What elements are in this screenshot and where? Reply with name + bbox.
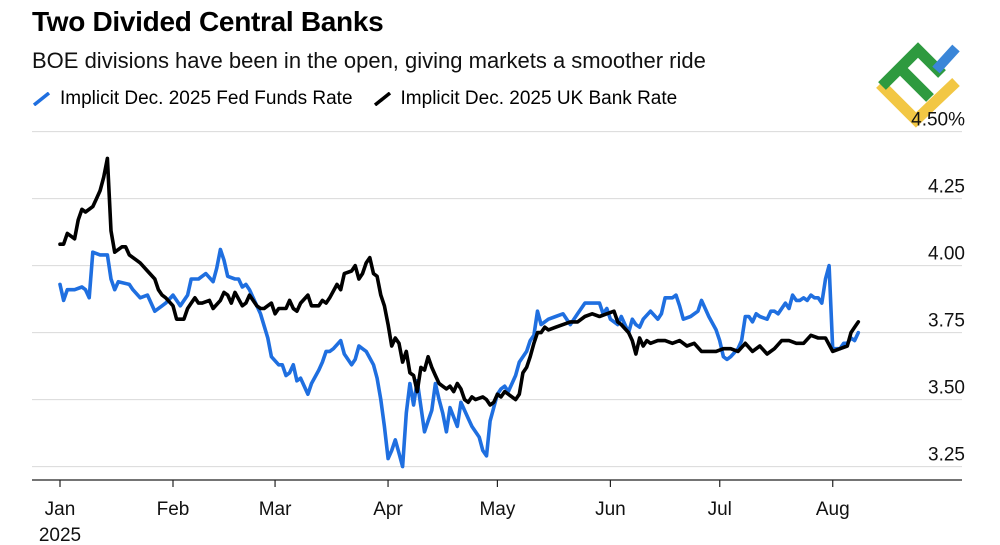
x-tick-sublabel: 2025 <box>39 525 81 545</box>
legend-label-fed: Implicit Dec. 2025 Fed Funds Rate <box>60 88 353 109</box>
legend-item-fed: Implicit Dec. 2025 Fed Funds Rate <box>32 88 353 110</box>
x-tick-label: Jun <box>595 499 626 520</box>
legend-item-uk: Implicit Dec. 2025 UK Bank Rate <box>373 88 678 110</box>
series-layer <box>58 156 861 469</box>
y-tick-label: 3.50 <box>928 378 965 399</box>
logo-blue-stroke <box>932 44 960 74</box>
x-tick-label: Jan <box>45 499 76 520</box>
legend-label-uk: Implicit Dec. 2025 UK Bank Rate <box>400 88 678 109</box>
y-tick-label: 3.25 <box>928 445 965 466</box>
chart-legend: Implicit Dec. 2025 Fed Funds Rate Implic… <box>32 88 697 110</box>
chart-title: Two Divided Central Banks <box>32 6 384 37</box>
x-tick-label: May <box>479 499 515 520</box>
x-tick-label: Jul <box>708 499 732 520</box>
y-tick-label: 4.00 <box>928 244 965 265</box>
logo-yellow-chevron <box>876 78 960 128</box>
chart-subtitle: BOE divisions have been in the open, giv… <box>32 48 706 73</box>
x-tick-label: Mar <box>259 499 292 520</box>
grid-layer <box>32 131 962 468</box>
y-tick-label: 3.75 <box>928 311 965 332</box>
logo-green-stroke <box>898 66 934 102</box>
legend-swatch-fed-line <box>32 92 51 106</box>
brand-logo-icon <box>876 42 960 128</box>
axis-layer: 4.50% 4.25 4.00 3.75 3.50 3.25 Jan 2025 Feb Mar Ap… <box>32 110 965 545</box>
legend-swatch-uk <box>373 92 391 106</box>
legend-swatch-uk-line <box>373 92 391 106</box>
y-tick-label: 4.50% <box>911 110 965 131</box>
x-tick-label: Apr <box>373 499 403 520</box>
x-tick-label: Feb <box>157 499 190 520</box>
series-line-fed-funds <box>58 247 861 469</box>
legend-swatch-fed <box>32 92 51 106</box>
y-tick-label: 4.25 <box>928 177 965 198</box>
series-line-uk-bank-rate <box>58 156 861 407</box>
x-tick-label: Aug <box>816 499 850 520</box>
